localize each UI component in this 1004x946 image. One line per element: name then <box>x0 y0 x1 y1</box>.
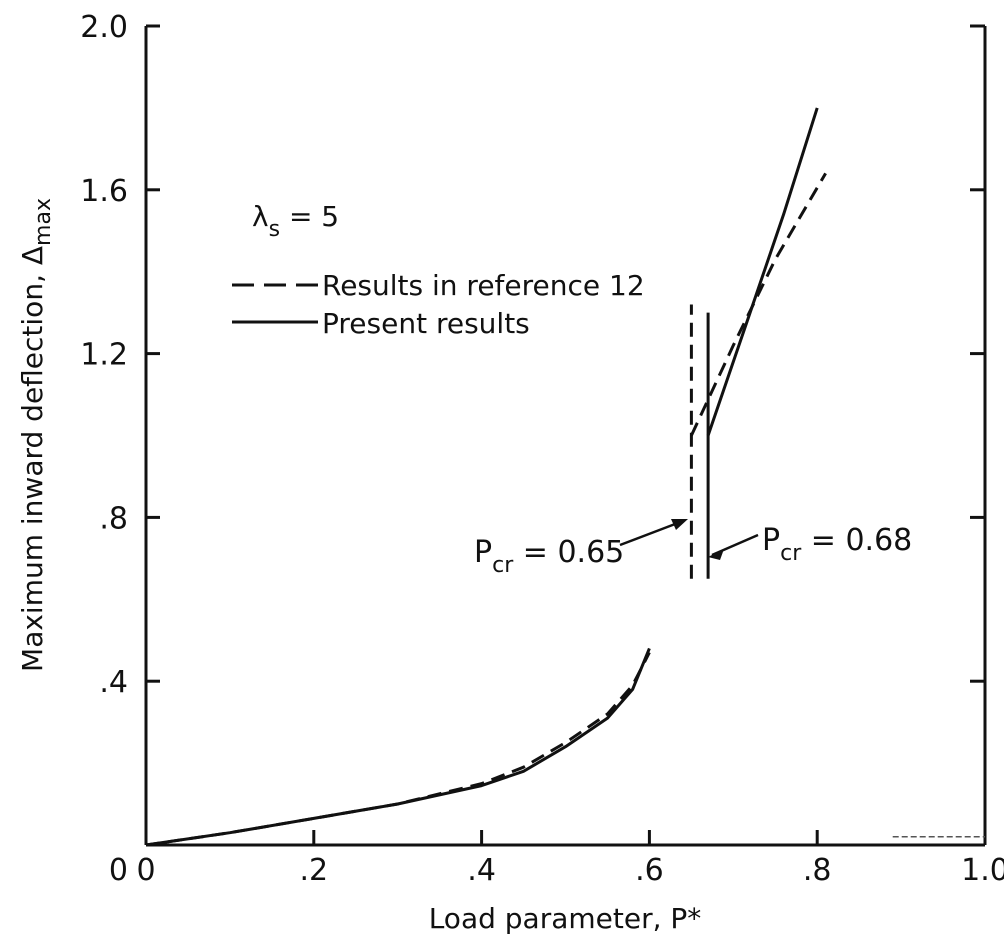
annot-2-arrow-head <box>708 549 724 560</box>
series-present-results <box>145 107 819 847</box>
annotation-pcr-068: Pcr = 0.68 <box>708 523 912 566</box>
parameter-symbol: λ <box>252 200 269 233</box>
series-reference-12 <box>145 172 827 847</box>
svg-text:Pcr = 0.65: Pcr = 0.65 <box>474 535 624 578</box>
parameter-rest: = 5 <box>280 200 339 233</box>
x-axis-title: Load parameter, P* <box>429 902 702 935</box>
x-tick-label: 1.0 <box>961 853 1004 888</box>
x-ticks: 0 .2 .4 .6 .8 1.0 <box>136 830 1004 888</box>
series-line-segment <box>690 172 827 437</box>
x-tick-label: .4 <box>467 853 496 888</box>
svg-text:Pcr = 0.68: Pcr = 0.68 <box>762 523 912 566</box>
y-axis-title-sub: max <box>31 198 56 246</box>
origin-label: 0 <box>109 853 128 888</box>
annot-2-sub: cr <box>780 541 802 566</box>
y-tick-label: 1.2 <box>80 338 128 373</box>
parameter-sub: s <box>269 217 280 242</box>
y-axis-title-main: Maximum inward deflection, Δ <box>16 246 49 672</box>
y-ticks: .4 .8 1.2 1.6 2.0 0 <box>80 10 985 888</box>
annot-1-main: P <box>474 535 492 570</box>
series-line-segment <box>145 651 651 847</box>
annot-2-main: P <box>762 523 780 558</box>
annot-1-arrow-head <box>671 519 688 530</box>
annotation-pcr-065: Pcr = 0.65 <box>474 519 688 578</box>
y-tick-label: 1.6 <box>80 174 128 209</box>
x-tick-label: .2 <box>299 853 328 888</box>
y-axis-title: Maximum inward deflection, Δmax <box>16 198 56 672</box>
annot-1-rest: = 0.65 <box>513 535 624 570</box>
annot-1-sub: cr <box>492 553 514 578</box>
series-layer <box>145 107 985 847</box>
x-tick-label: .6 <box>635 853 664 888</box>
x-tick-label: .8 <box>803 853 832 888</box>
y-tick-label: .8 <box>99 501 128 536</box>
legend-label-dashed: Results in reference 12 <box>322 269 645 302</box>
legend-label-solid: Present results <box>322 307 530 340</box>
series-line-segment <box>706 107 819 436</box>
y-tick-label: .4 <box>99 665 128 700</box>
series-line-segment <box>145 647 651 847</box>
y-tick-label: 2.0 <box>80 10 128 45</box>
parameter-label: λs = 5 <box>252 200 339 242</box>
annot-2-rest: = 0.68 <box>801 523 912 558</box>
legend: Results in reference 12 Present results <box>232 269 645 340</box>
axes <box>144 24 987 847</box>
x-tick-label: 0 <box>136 853 155 888</box>
annot-1-arrow-shaft <box>619 519 684 547</box>
